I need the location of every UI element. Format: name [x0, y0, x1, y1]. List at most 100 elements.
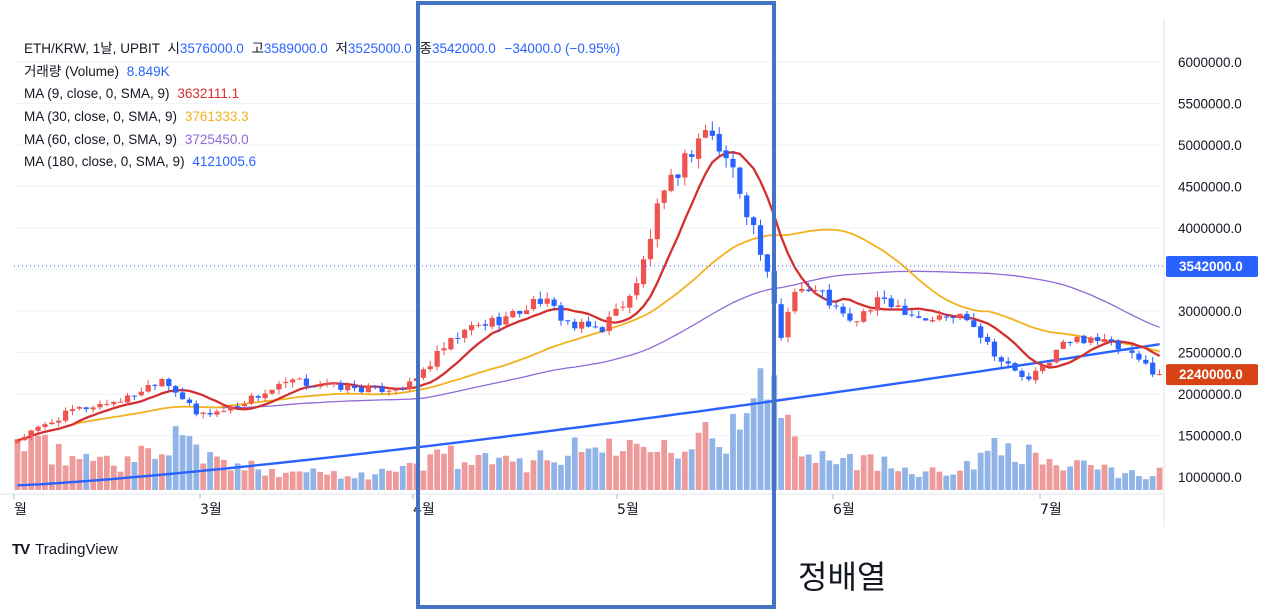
y-tick-label: 1000000.0: [1178, 470, 1242, 485]
y-tick-label: 4500000.0: [1178, 180, 1242, 195]
candle-body: [723, 150, 729, 159]
candle: [255, 394, 261, 402]
candle: [517, 310, 523, 318]
price-label-text: 3542000.0: [1179, 259, 1243, 274]
candle-body: [1129, 350, 1135, 353]
volume-bar: [853, 470, 860, 490]
candle-body: [840, 306, 846, 314]
candle: [682, 149, 688, 186]
x-tick-label: 3월: [200, 502, 222, 518]
volume-bar: [496, 457, 502, 490]
candle: [984, 333, 991, 346]
candle: [1150, 356, 1156, 378]
candle: [1005, 357, 1011, 369]
candle: [496, 312, 502, 333]
volume-bar: [482, 453, 489, 490]
candle: [716, 127, 722, 156]
volume-bar: [902, 467, 908, 490]
candle: [1122, 349, 1128, 351]
low-label: 저: [335, 41, 348, 56]
candle-body: [565, 320, 571, 322]
candle: [991, 338, 998, 362]
indicator-ma180[interactable]: MA (180, close, 0, SMA, 9) 4121005.6: [24, 151, 620, 174]
candle-body: [702, 130, 709, 138]
candle: [929, 316, 936, 323]
price-labels: 3542000.0 2240000.0: [14, 256, 1258, 386]
volume-bar: [640, 446, 647, 490]
candle: [262, 389, 268, 402]
candle-body: [895, 305, 901, 307]
tradingview-brand[interactable]: TV TradingView: [12, 541, 118, 558]
candle: [111, 401, 117, 408]
volume-bar: [681, 451, 688, 490]
volume-bar: [28, 431, 35, 490]
volume-bar: [544, 460, 551, 490]
indicator-ma9[interactable]: MA (9, close, 0, SMA, 9) 3632111.1: [24, 83, 620, 106]
candle: [1081, 334, 1087, 345]
volume-bar: [1053, 465, 1060, 490]
candle: [909, 309, 915, 318]
volume-bar: [798, 456, 805, 490]
volume-bar: [117, 471, 124, 490]
candle-body: [537, 298, 543, 304]
candle-body: [923, 318, 929, 321]
volume-bar: [83, 453, 90, 490]
volume-bar: [888, 468, 895, 490]
indicator-ma30[interactable]: MA (30, close, 0, SMA, 9) 3761333.3: [24, 106, 620, 129]
x-tick-label: 월: [14, 502, 27, 518]
price-label-badge: [1166, 256, 1258, 278]
volume-bar: [282, 472, 289, 490]
candle-body: [991, 341, 998, 357]
volume-bar: [915, 476, 922, 490]
candle-body: [97, 404, 103, 408]
candle: [503, 311, 509, 328]
candle: [152, 384, 158, 390]
indicator-volume[interactable]: 거래량 (Volume) 8.849K: [24, 61, 620, 84]
candle: [888, 295, 894, 310]
candle: [751, 216, 757, 235]
candle-body: [1088, 337, 1094, 343]
candle-body: [668, 174, 674, 191]
volume-bar: [792, 436, 798, 490]
candle: [558, 302, 564, 326]
candle: [792, 288, 798, 314]
volume-bar: [21, 451, 28, 490]
indicator-ma60[interactable]: MA (60, close, 0, SMA, 9) 3725450.0: [24, 129, 620, 152]
candle-body: [482, 324, 488, 326]
candle: [785, 307, 791, 343]
candle-body: [1095, 337, 1101, 342]
candle: [936, 310, 943, 322]
volume-bar: [145, 448, 152, 490]
candle-body: [166, 378, 172, 386]
volume-bar: [1101, 464, 1108, 490]
volume-bar: [957, 470, 963, 490]
volume-bar: [461, 462, 468, 490]
candle-body: [833, 305, 839, 307]
volume-bar: [1019, 464, 1025, 490]
candle-body: [283, 381, 289, 384]
volume-bar: [895, 471, 902, 490]
candle: [124, 392, 131, 406]
symbol-label[interactable]: ETH/KRW, 1날, UPBIT: [24, 41, 160, 56]
candle: [627, 293, 633, 314]
candle: [455, 332, 461, 344]
candle: [14, 439, 21, 444]
volume-bar: [847, 453, 853, 490]
volume-bar: [454, 468, 461, 490]
candle: [730, 151, 736, 178]
volume-bar: [269, 468, 275, 490]
candle-body: [173, 386, 179, 393]
candle-body: [757, 225, 764, 255]
candle: [881, 290, 887, 304]
candle-body: [310, 386, 316, 388]
candle: [379, 382, 385, 394]
volume-bar: [564, 455, 571, 490]
candle: [386, 387, 392, 396]
candle-body: [1053, 349, 1059, 363]
candle-body: [393, 389, 399, 391]
candle: [324, 378, 330, 388]
candle: [854, 321, 860, 327]
volume-bar: [193, 444, 200, 490]
candle: [737, 166, 743, 199]
